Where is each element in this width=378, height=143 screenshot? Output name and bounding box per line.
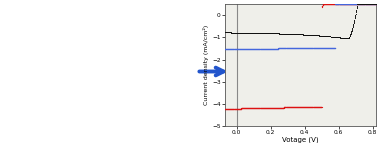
Y-axis label: Current density (mA/cm²): Current density (mA/cm²) <box>203 25 209 105</box>
X-axis label: Votage (V): Votage (V) <box>282 136 319 143</box>
